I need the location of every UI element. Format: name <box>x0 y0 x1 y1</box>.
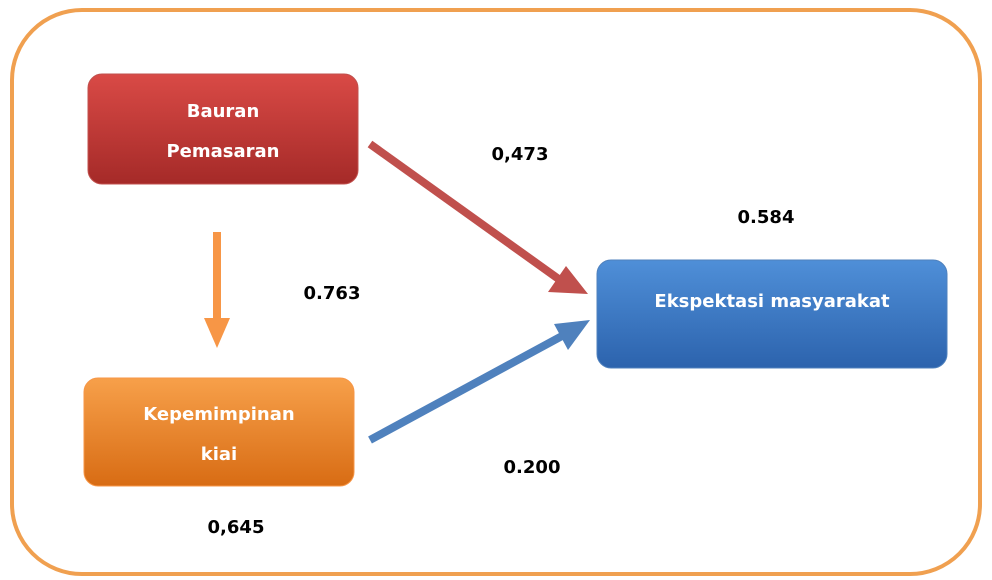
annotation: 0.584 <box>738 207 795 228</box>
node-box <box>87 73 359 185</box>
arrow-head <box>554 320 590 350</box>
edge-label: 0.763 <box>304 283 361 304</box>
edge-arrow <box>367 140 563 284</box>
node-box <box>596 259 948 369</box>
annotation: 0,645 <box>208 517 265 538</box>
node-box <box>83 377 355 487</box>
edge-label: 0.200 <box>504 457 561 478</box>
arrow-head <box>548 266 588 294</box>
node-label: Pemasaran <box>166 141 279 162</box>
edge-arrow <box>368 332 564 444</box>
frame <box>10 8 982 576</box>
node-label: Kepemimpinan <box>143 404 294 425</box>
node-label: kiai <box>201 444 237 465</box>
arrow-head <box>204 318 230 348</box>
edge-label: 0,473 <box>492 144 549 165</box>
node-label: Bauran <box>187 101 260 122</box>
node-label: Ekspektasi masyarakat <box>654 291 890 312</box>
